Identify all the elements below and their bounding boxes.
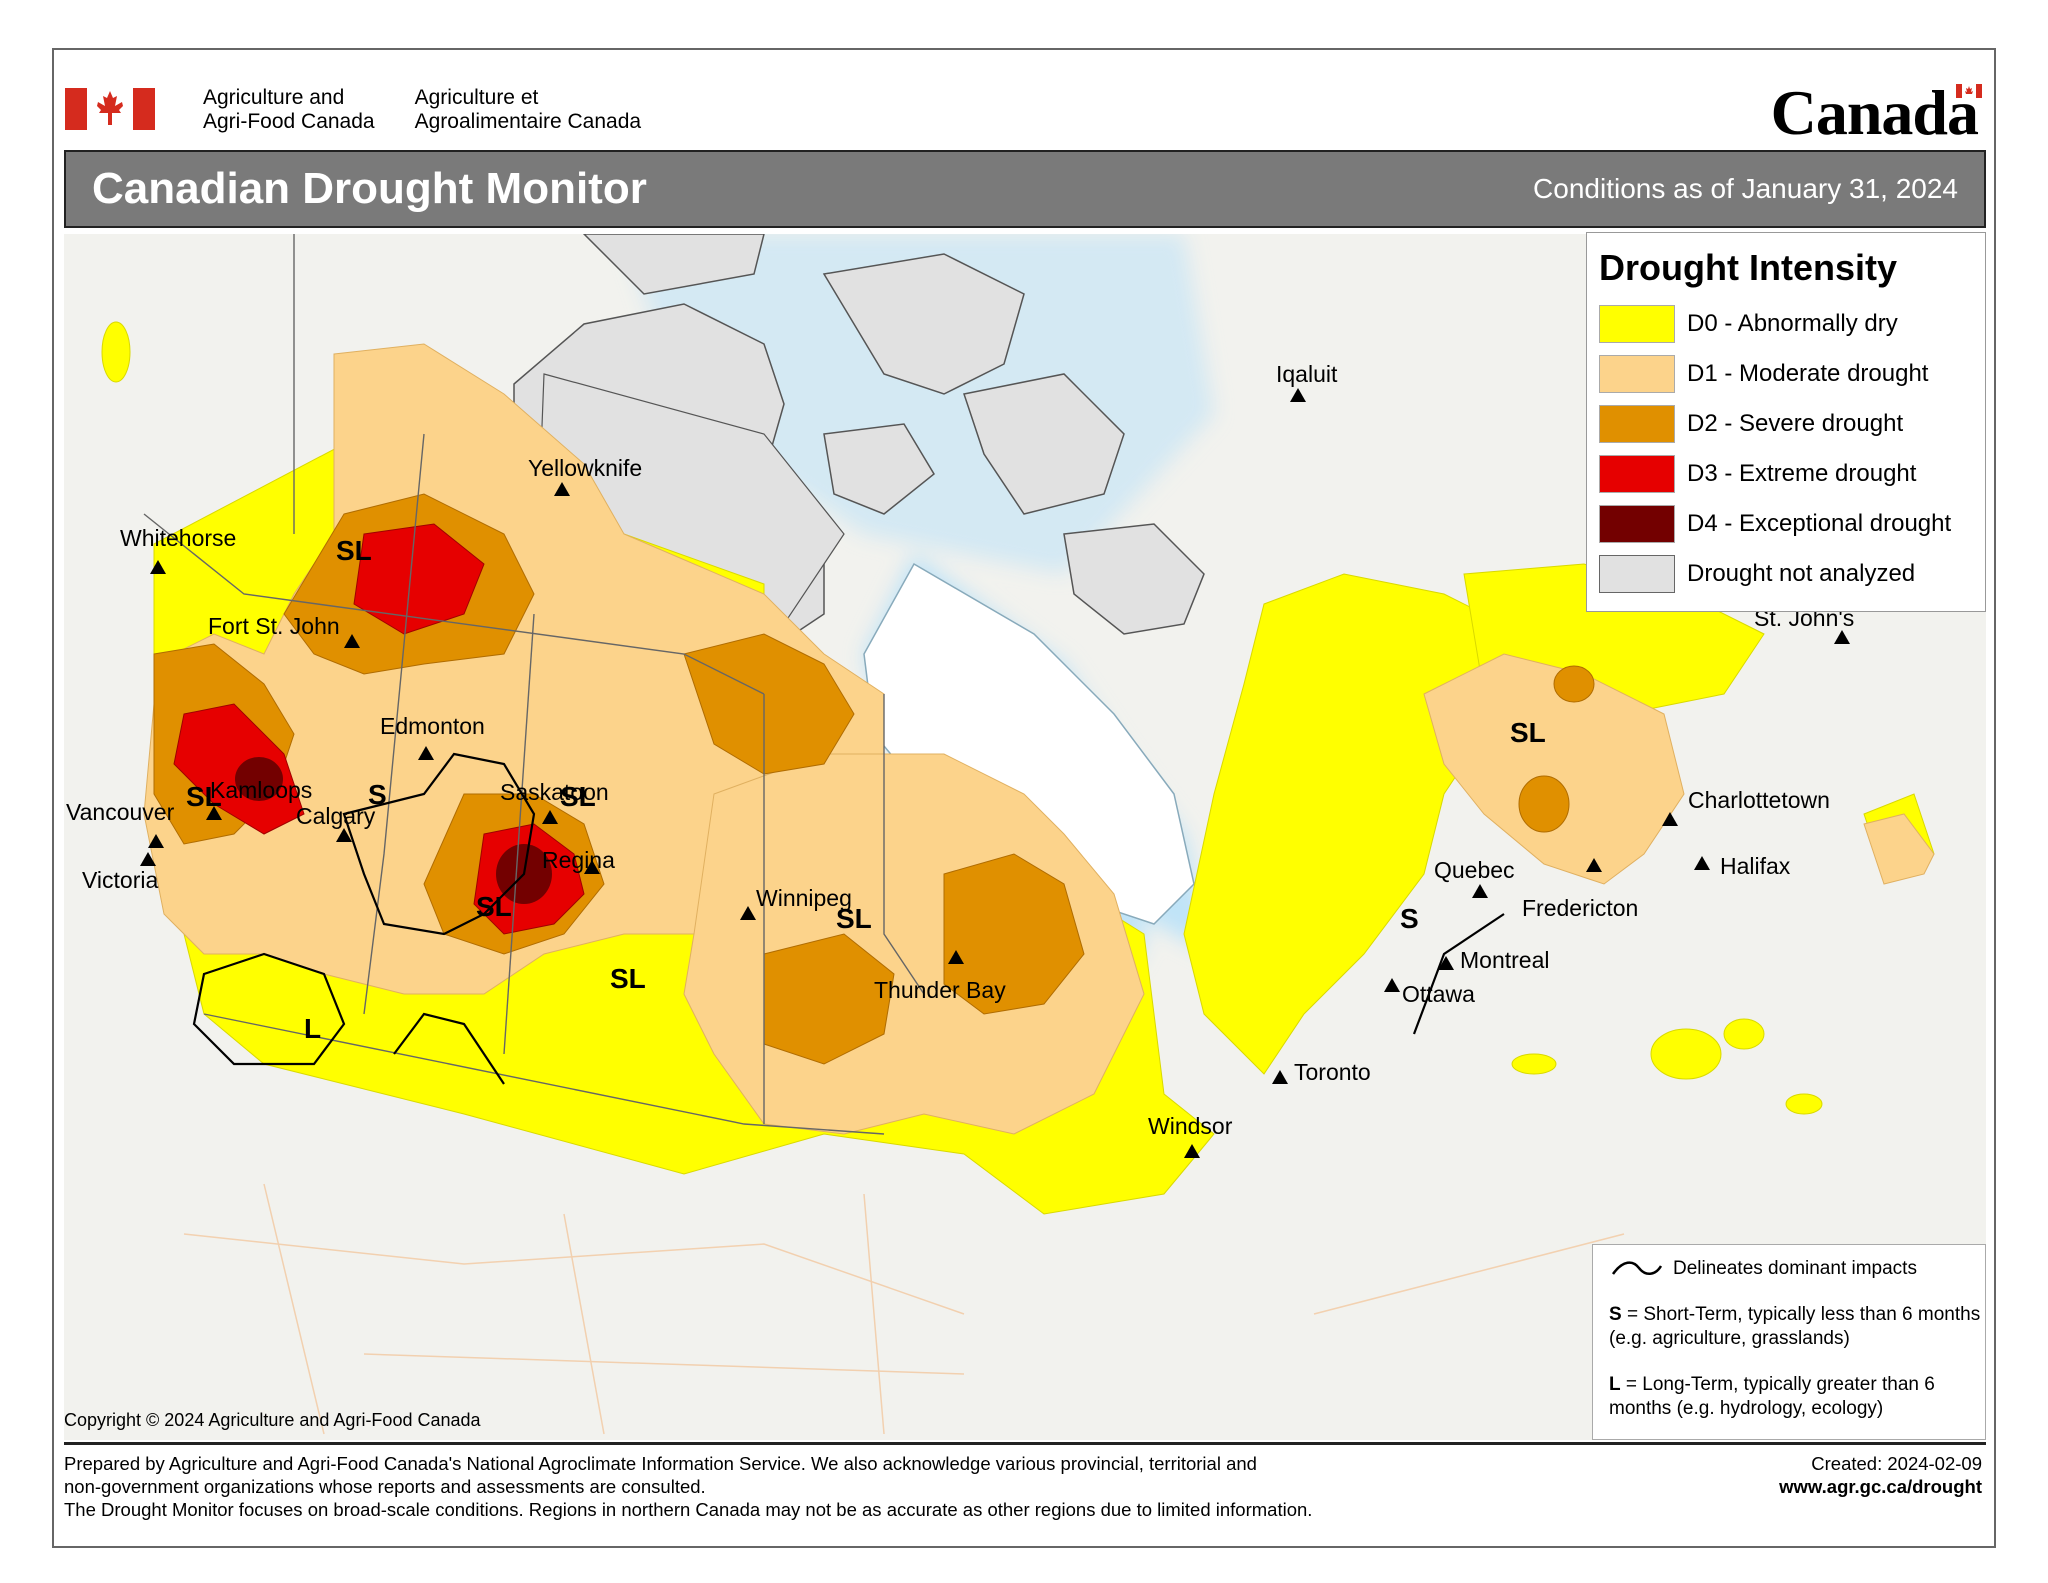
svg-text:Calgary: Calgary <box>296 803 376 829</box>
city-montreal: Montreal <box>1438 947 1549 973</box>
impacts-legend: Delineates dominant impacts S = Short-Te… <box>1592 1244 1986 1440</box>
government-signature: Agriculture and Agri-Food Canada Agricul… <box>65 86 641 146</box>
svg-text:Whitehorse: Whitehorse <box>120 525 236 551</box>
impact-line-icon <box>1611 1261 1663 1275</box>
title-bar: Canadian Drought Monitor Conditions as o… <box>64 150 1986 228</box>
svg-text:Victoria: Victoria <box>82 867 158 893</box>
tag-sl-3: SL <box>560 781 596 812</box>
city-fort-st-john: Fort St. John <box>208 613 360 648</box>
impact-outlines <box>192 752 1505 1085</box>
city-saskatoon: Saskatoon <box>500 779 609 824</box>
svg-text:Fort St. John: Fort St. John <box>208 613 340 639</box>
city-quebec: Quebec <box>1434 857 1515 898</box>
city-edmonton: Edmonton <box>380 713 485 760</box>
city-winnipeg: Winnipeg <box>740 885 852 920</box>
impacts-long-term: L = Long-Term, typically greater than 6 … <box>1609 1374 1935 1419</box>
svg-text:Toronto: Toronto <box>1294 1059 1371 1085</box>
tag-sl-7: SL <box>1510 717 1546 748</box>
created-info: Created: 2024-02-09 www.agr.gc.ca/drough… <box>1779 1452 1982 1498</box>
city-regina: Regina <box>542 847 615 874</box>
svg-text:Yellowknife: Yellowknife <box>528 455 642 481</box>
tag-s-2: S <box>1400 903 1419 934</box>
svg-text:Halifax: Halifax <box>1720 853 1791 879</box>
legend-swatch-d1 <box>1599 355 1675 393</box>
city-ottawa: Ottawa <box>1384 978 1475 1007</box>
city-victoria: Victoria <box>82 852 158 893</box>
tag-sl-2: SL <box>186 781 222 812</box>
legend-item-d0: D0 - Abnormally dry <box>1599 299 1985 349</box>
canada-wordmark: Canada <box>1771 76 1982 150</box>
svg-text:Vancouver: Vancouver <box>66 799 175 825</box>
legend-swatch-d3 <box>1599 455 1675 493</box>
legend-item-d1: D1 - Moderate drought <box>1599 349 1985 399</box>
legend-swatch-d4 <box>1599 505 1675 543</box>
page-frame <box>52 48 1996 1548</box>
tag-s-1: S <box>368 779 387 810</box>
d1-areas <box>143 343 1935 1135</box>
city-windsor: Windsor <box>1148 1113 1233 1158</box>
legend-item-d4: D4 - Exceptional drought <box>1599 499 1985 549</box>
website-link[interactable]: www.agr.gc.ca/drought <box>1779 1476 1982 1497</box>
city-halifax: Halifax <box>1694 853 1791 879</box>
impacts-line-key: Delineates dominant impacts <box>1609 1257 1985 1281</box>
city-vancouver: Vancouver <box>66 799 175 848</box>
legend-swatch-not-analyzed <box>1599 555 1675 593</box>
city-whitehorse: Whitehorse <box>120 525 236 574</box>
map-canvas: SL SL SL S SL SL SL SL S L Whitehorse Ye… <box>64 234 1986 1440</box>
svg-text:Edmonton: Edmonton <box>380 713 485 739</box>
svg-text:Winnipeg: Winnipeg <box>756 885 852 911</box>
created-date: Created: 2024-02-09 <box>1811 1453 1982 1474</box>
svg-text:Thunder Bay: Thunder Bay <box>874 977 1006 1003</box>
city-iqaluit: Iqaluit <box>1276 361 1338 402</box>
legend-swatch-d0 <box>1599 305 1675 343</box>
legend-swatch-d2 <box>1599 405 1675 443</box>
svg-text:Charlottetown: Charlottetown <box>1688 787 1830 813</box>
svg-text:Windsor: Windsor <box>1148 1113 1233 1139</box>
legend-item-not-analyzed: Drought not analyzed <box>1599 549 1985 599</box>
footer-notes: Prepared by Agriculture and Agri-Food Ca… <box>64 1453 1313 1520</box>
svg-text:Kamloops: Kamloops <box>210 777 312 803</box>
tag-l: L <box>304 1013 321 1044</box>
department-name-fr: Agriculture et Agroalimentaire Canada <box>414 86 642 133</box>
city-thunder-bay: Thunder Bay <box>874 950 1006 1003</box>
city-toronto: Toronto <box>1272 1059 1371 1085</box>
svg-text:Iqaluit: Iqaluit <box>1276 361 1338 387</box>
city-yellowknife: Yellowknife <box>528 455 642 496</box>
conditions-date: Conditions as of January 31, 2024 <box>1533 173 1958 204</box>
provincial-borders <box>143 234 925 1135</box>
tag-sl-6: SL <box>836 903 872 934</box>
tag-sl-1: SL <box>336 535 372 566</box>
drought-map: SL SL SL S SL SL SL SL S L Whitehorse Ye… <box>64 234 1986 1440</box>
page-title: Canadian Drought Monitor <box>92 164 647 213</box>
canada-flag-icon <box>65 88 155 130</box>
impacts-short-term: S = Short-Term, typically less than 6 mo… <box>1609 1304 1981 1349</box>
footer-rule <box>64 1442 1986 1445</box>
city-calgary: Calgary <box>296 803 376 842</box>
legend-item-d2: D2 - Severe drought <box>1599 399 1985 449</box>
impact-tags: SL SL SL S SL SL SL SL S L <box>186 535 1546 1044</box>
svg-text:Fredericton: Fredericton <box>1522 895 1638 921</box>
svg-text:Montreal: Montreal <box>1460 947 1549 973</box>
legend-item-d3: D3 - Extreme drought <box>1599 449 1985 499</box>
svg-text:Ottawa: Ottawa <box>1402 981 1475 1007</box>
svg-text:Quebec: Quebec <box>1434 857 1515 883</box>
svg-text:Regina: Regina <box>542 847 615 873</box>
city-fredericton: Fredericton <box>1522 858 1638 921</box>
copyright: Copyright © 2024 Agriculture and Agri-Fo… <box>64 1410 481 1430</box>
drought-intensity-legend: Drought Intensity D0 - Abnormally dry D1… <box>1586 232 1986 612</box>
tag-sl-4: SL <box>476 891 512 922</box>
city-kamloops: Kamloops <box>206 777 312 820</box>
tag-sl-5: SL <box>610 963 646 994</box>
svg-text:Saskatoon: Saskatoon <box>500 779 609 805</box>
legend-title: Drought Intensity <box>1599 247 1897 288</box>
department-name-en: Agriculture and Agri-Food Canada <box>203 86 375 133</box>
us-roads <box>183 1183 1625 1435</box>
city-charlottetown: Charlottetown <box>1662 787 1830 826</box>
